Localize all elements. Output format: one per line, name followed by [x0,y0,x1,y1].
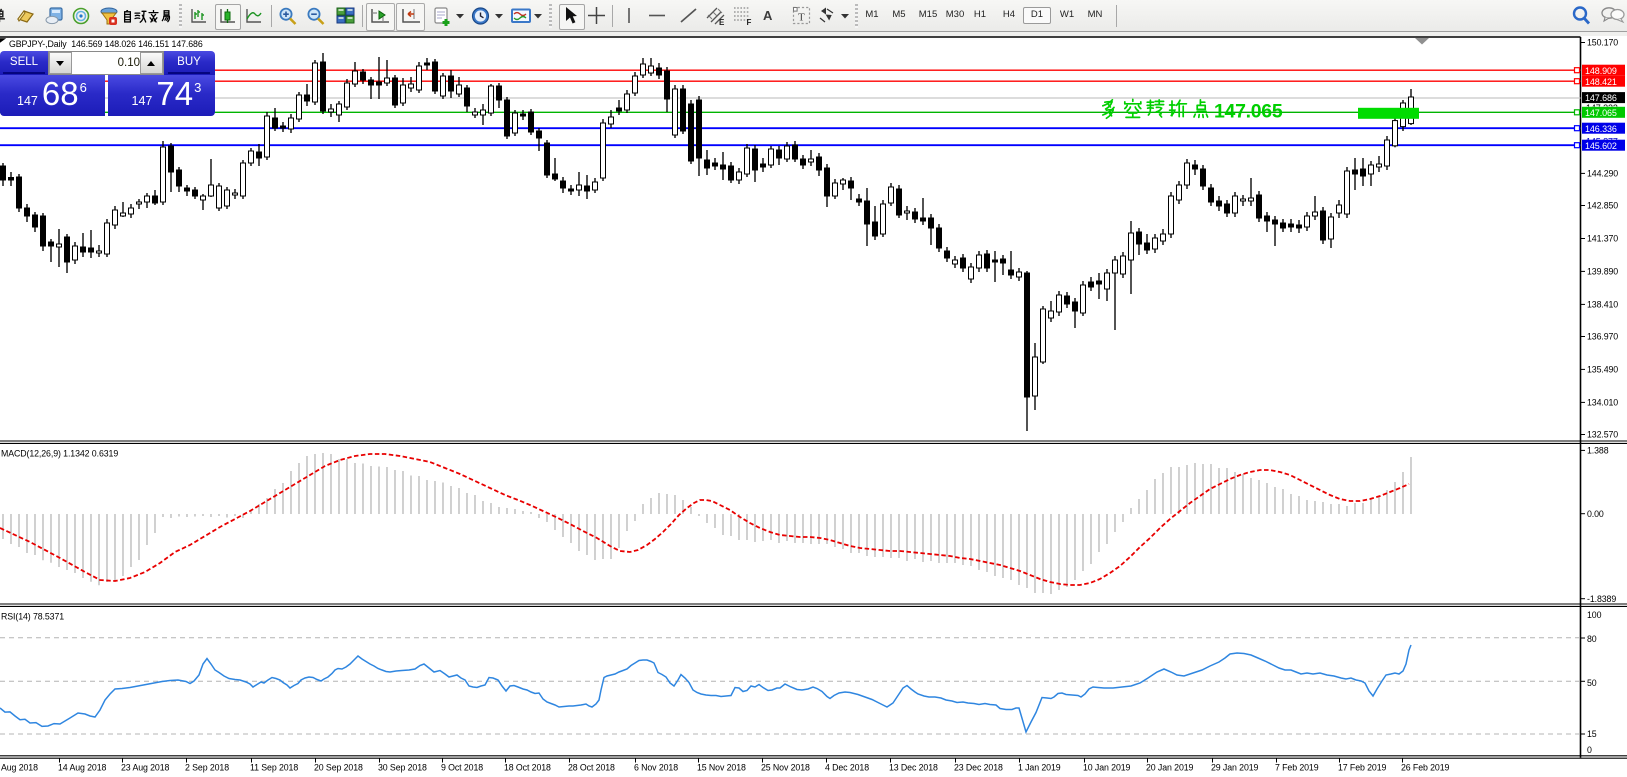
svg-text:13 Dec 2018: 13 Dec 2018 [889,763,938,773]
svg-text:F: F [747,18,752,26]
svg-text:146.336: 146.336 [1585,124,1617,134]
svg-text:RSI(14) 78.5371: RSI(14) 78.5371 [1,612,64,622]
svg-text:136.970: 136.970 [1587,332,1618,342]
svg-text:142.850: 142.850 [1587,201,1618,211]
svg-text:138.410: 138.410 [1587,300,1618,310]
svg-text:7 Feb 2019: 7 Feb 2019 [1275,763,1319,773]
svg-text:100: 100 [1587,610,1602,620]
svg-text:139.890: 139.890 [1587,267,1618,277]
svg-text:E: E [719,18,725,26]
svg-text:148.909: 148.909 [1585,66,1617,76]
svg-text:23 Aug 2018: 23 Aug 2018 [121,763,170,773]
svg-text:18 Oct 2018: 18 Oct 2018 [504,763,551,773]
svg-text:30 Sep 2018: 30 Sep 2018 [378,763,427,773]
svg-text:135.490: 135.490 [1587,365,1618,375]
svg-text:150.170: 150.170 [1587,38,1618,48]
svg-text:Aug 2018: Aug 2018 [1,763,38,773]
svg-text:147.065: 147.065 [1585,108,1617,118]
svg-text:147.065: 147.065 [1214,101,1283,123]
svg-text:23 Dec 2018: 23 Dec 2018 [954,763,1003,773]
svg-text:29 Jan 2019: 29 Jan 2019 [1211,763,1259,773]
svg-text:145.877: 145.877 [1586,136,1618,146]
svg-text:14 Aug 2018: 14 Aug 2018 [58,763,107,773]
svg-text:4 Dec 2018: 4 Dec 2018 [825,763,869,773]
svg-text:2 Sep 2018: 2 Sep 2018 [185,763,229,773]
svg-text:15: 15 [1587,729,1597,739]
svg-text:15 Nov 2018: 15 Nov 2018 [697,763,746,773]
svg-text:1 Jan 2019: 1 Jan 2019 [1018,763,1061,773]
svg-text:134.010: 134.010 [1587,398,1618,408]
svg-text:17 Feb 2019: 17 Feb 2019 [1338,763,1387,773]
svg-text:28 Oct 2018: 28 Oct 2018 [568,763,615,773]
svg-text:9 Oct 2018: 9 Oct 2018 [441,763,483,773]
svg-text:T: T [798,12,805,24]
svg-text:147.686: 147.686 [1585,93,1617,103]
svg-text:141.370: 141.370 [1587,234,1618,244]
svg-text:147.322: 147.322 [1586,103,1618,113]
svg-text:GBPJPY-,Daily 146.569 148.026: GBPJPY-,Daily 146.569 148.026 146.151 14… [9,39,203,49]
svg-text:132.570: 132.570 [1587,430,1618,440]
svg-text:144.290: 144.290 [1587,169,1618,179]
svg-text:20 Jan 2019: 20 Jan 2019 [1146,763,1194,773]
svg-text:-1.8389: -1.8389 [1587,594,1616,604]
svg-text:11 Sep 2018: 11 Sep 2018 [250,763,298,773]
svg-text:50: 50 [1587,678,1597,688]
svg-text:0: 0 [1587,745,1592,755]
svg-text:MACD(12,26,9) 1.1342 0.6319: MACD(12,26,9) 1.1342 0.6319 [1,449,118,459]
svg-text:20 Sep 2018: 20 Sep 2018 [314,763,363,773]
svg-text:1.388: 1.388 [1587,446,1609,456]
svg-text:80: 80 [1587,634,1597,644]
svg-text:25 Nov 2018: 25 Nov 2018 [761,763,810,773]
svg-text:6 Nov 2018: 6 Nov 2018 [634,763,678,773]
svg-text:10 Jan 2019: 10 Jan 2019 [1083,763,1131,773]
svg-text:145.602: 145.602 [1585,141,1617,151]
svg-text:148.421: 148.421 [1585,77,1617,87]
svg-text:0.00: 0.00 [1587,509,1604,519]
svg-text:26 Feb 2019: 26 Feb 2019 [1401,763,1450,773]
